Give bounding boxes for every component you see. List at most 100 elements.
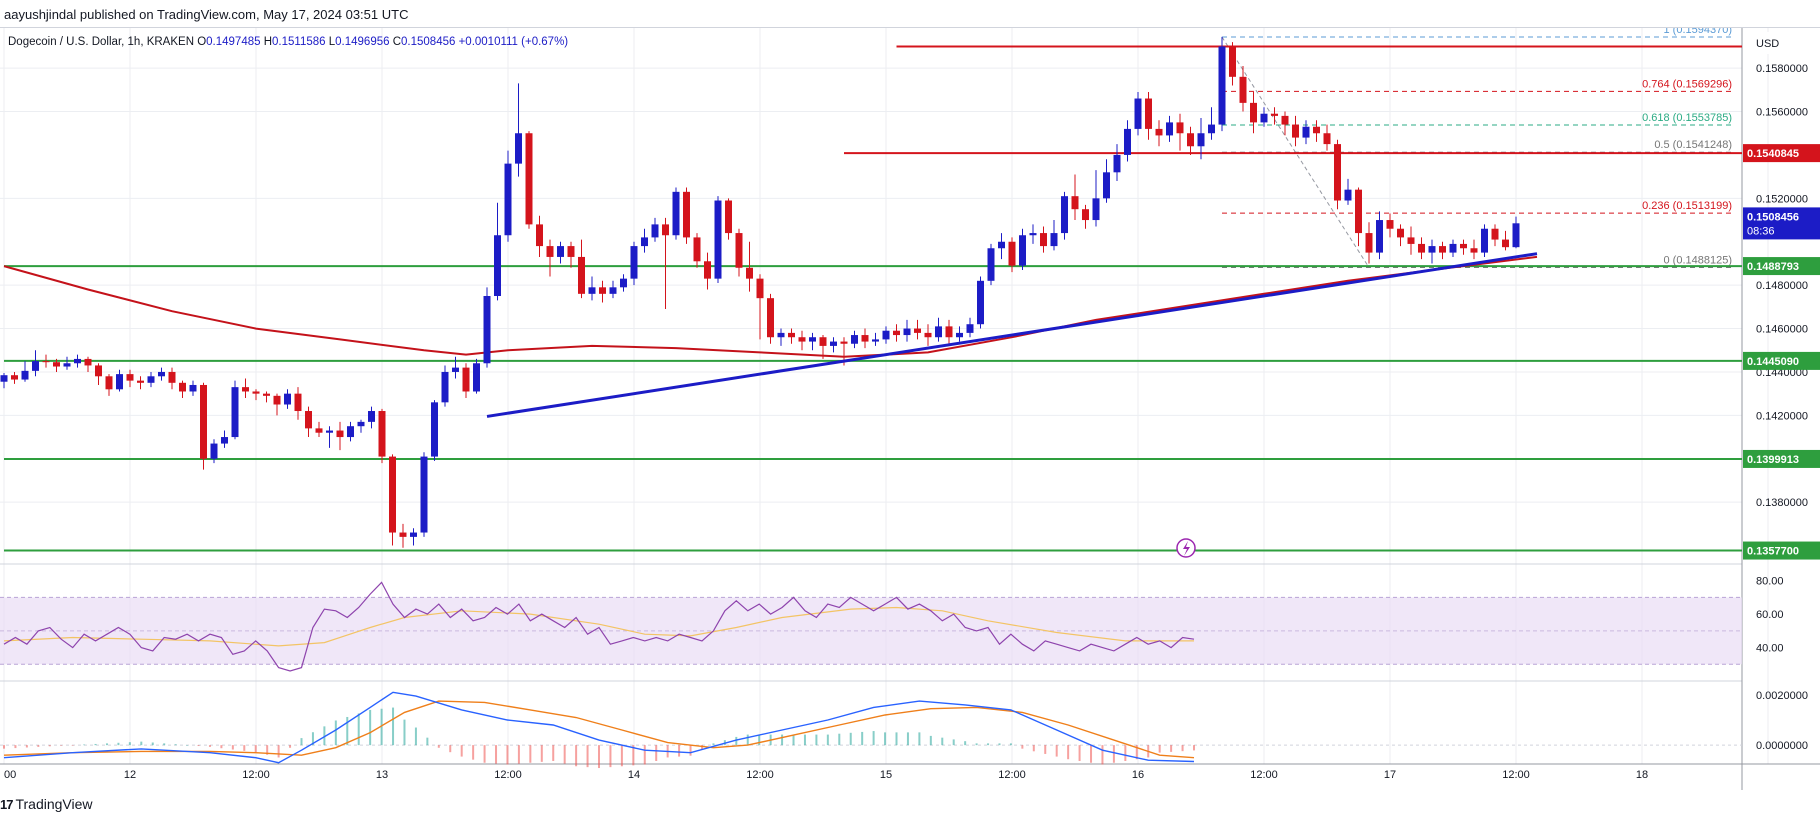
macd-histogram-bar <box>586 745 589 768</box>
candle-body <box>1407 237 1415 244</box>
candle <box>53 358 60 372</box>
candle-body <box>1229 46 1236 77</box>
candle <box>735 228 743 277</box>
candle <box>1470 239 1478 260</box>
candle-body <box>956 332 963 338</box>
candle <box>11 371 18 384</box>
fib-value: (0.1553785) <box>1673 112 1732 124</box>
macd-histogram-bar <box>83 744 86 746</box>
macd-histogram-bar <box>781 734 784 746</box>
macd-histogram-bar <box>941 737 944 746</box>
candle <box>1071 174 1079 221</box>
candle <box>1187 126 1194 155</box>
candles <box>0 36 1520 548</box>
candle-body <box>32 361 39 371</box>
candle-body <box>977 280 984 325</box>
candle-body <box>966 324 974 333</box>
candle <box>462 363 470 398</box>
macd-histogram-bar <box>277 745 280 758</box>
fib-ratio: 0.236 <box>1642 200 1673 212</box>
macd-histogram-bar <box>598 745 600 769</box>
candle-body <box>861 335 869 342</box>
macd-histogram-bar <box>678 745 681 757</box>
time-tick: 13 <box>376 769 388 781</box>
macd-line <box>3 691 1195 764</box>
time-tick: 15 <box>880 769 892 781</box>
candle <box>504 150 512 242</box>
candle-body <box>851 335 858 344</box>
candle <box>557 241 564 264</box>
candle <box>1460 239 1467 255</box>
macd-histogram-bar <box>746 734 749 746</box>
sr-level-tag <box>1743 144 1820 163</box>
candle-body <box>1155 128 1163 136</box>
macd-histogram-bar <box>266 745 269 755</box>
candle-body <box>1113 154 1121 173</box>
macd-histogram-bar <box>849 732 852 746</box>
candle-body <box>714 200 722 279</box>
candle <box>200 382 207 470</box>
candle <box>1512 216 1520 249</box>
candle <box>168 367 176 390</box>
candle-body <box>389 456 396 533</box>
candle-body <box>515 133 522 164</box>
candle <box>861 328 869 349</box>
tradingview-brand[interactable]: 17 TradingView <box>0 796 93 812</box>
chart[interactable]: Dogecoin / U.S. Dollar, 1h, KRAKEN O0.14… <box>0 28 1820 790</box>
candle <box>914 319 921 340</box>
candle <box>641 228 648 253</box>
candle-body <box>746 267 753 279</box>
macd-histogram-bar <box>1158 745 1161 753</box>
time-tick: 12:00 <box>494 769 522 781</box>
candle <box>798 330 806 351</box>
macd-histogram-bar <box>1170 745 1173 752</box>
fib-value: (0.1513199) <box>1673 200 1732 212</box>
candle-body <box>1218 46 1226 125</box>
candle-body <box>651 224 659 238</box>
candle-body <box>1040 233 1047 247</box>
macd-histogram-bar <box>323 726 326 746</box>
price-tick: 0.1520000 <box>1756 193 1808 205</box>
macd-histogram-bar <box>529 745 532 763</box>
candle <box>368 406 375 429</box>
candle-body <box>777 332 785 338</box>
candle-body <box>210 443 218 459</box>
candle-body <box>126 374 134 381</box>
candle-body <box>1302 126 1310 138</box>
macd-histogram-bar <box>918 732 921 746</box>
time-tick: 17 <box>1384 769 1396 781</box>
candle <box>1502 230 1509 251</box>
candle-body <box>924 332 932 338</box>
macd-histogram-bar <box>254 745 257 753</box>
candle-body <box>1344 189 1352 201</box>
macd-histogram-bar <box>1135 745 1138 760</box>
macd-histogram-bar <box>632 745 635 766</box>
candle-body <box>473 363 480 392</box>
candle-body <box>1071 196 1079 210</box>
macd-histogram-bar <box>369 709 372 746</box>
candle-body <box>305 411 312 429</box>
candle <box>494 202 501 301</box>
chart-header: aayushjindal published on TradingView.co… <box>0 0 1820 28</box>
candle <box>1397 224 1404 247</box>
candle-body <box>116 374 123 390</box>
macd-histogram-bar <box>712 743 715 746</box>
macd-tick: 0.0020000 <box>1756 690 1808 702</box>
macd-histogram-bar <box>392 707 395 746</box>
candle <box>830 337 837 353</box>
candle-body <box>893 330 900 336</box>
candle <box>746 241 753 292</box>
candle <box>651 217 659 242</box>
sr-level-label: 0.1445090 <box>1747 356 1799 368</box>
candle <box>221 430 228 448</box>
macd-signal-line <box>3 700 1195 759</box>
candle <box>893 324 900 342</box>
price-tick: 0.1560000 <box>1756 107 1808 119</box>
candle-body <box>63 363 71 367</box>
candle-body <box>1145 98 1152 129</box>
candle-body <box>725 200 732 234</box>
sr-level-tag <box>1743 449 1820 468</box>
candle-body <box>1239 76 1247 103</box>
current-price-label: 0.1508456 <box>1747 211 1799 223</box>
macd-histogram-bar <box>563 745 566 764</box>
